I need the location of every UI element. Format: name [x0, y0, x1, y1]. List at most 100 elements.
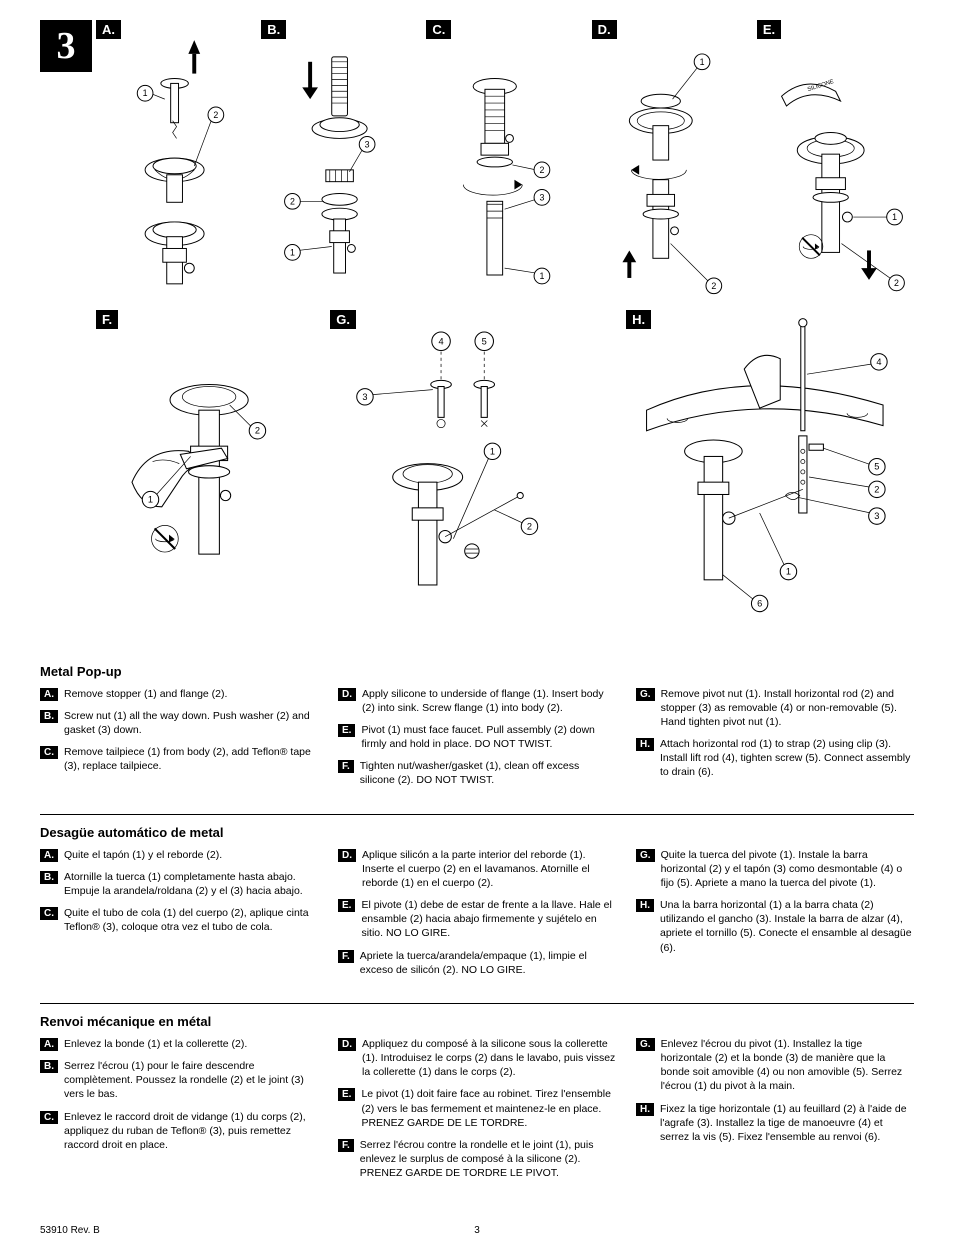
instruction-column: A. Remove stopper (1) and flange (2). B.Sc…: [40, 687, 318, 796]
instruction-step: B. Serrez l'écrou (1) pour le faire desce…: [40, 1059, 318, 1102]
instruction-step: B. Atornille la tuerca (1) completamente …: [40, 870, 318, 898]
instruction-step: E.Le pivot (1) doit faire face au robine…: [338, 1087, 616, 1130]
step-text: Enlevez le raccord droit de vidange (1) …: [64, 1110, 318, 1153]
instruction-step: D.Apply silicone to underside of flange …: [338, 687, 616, 715]
panel-label-f: F.: [96, 310, 118, 329]
step-text: Tighten nut/washer/gasket (1), clean off…: [360, 759, 616, 787]
svg-text:6: 6: [757, 599, 762, 609]
svg-text:1: 1: [892, 212, 897, 222]
instruction-step: G.Quite la tuerca del pivote (1). Instal…: [636, 848, 914, 891]
instruction-step: F.Apriete la tuerca/arandela/empaque (1)…: [338, 949, 616, 977]
instruction-column: D.Aplique silicón a la parte interior de…: [338, 848, 616, 985]
step-letter: H.: [636, 1103, 654, 1116]
diagram-grid: A.: [96, 20, 914, 634]
instruction-step: E. Pivot (1) must face faucet. Pull assem…: [338, 723, 616, 751]
step-text: Pivot (1) must face faucet. Pull assembl…: [361, 723, 616, 751]
panel-label-a: A.: [96, 20, 121, 39]
svg-text:2: 2: [874, 484, 879, 494]
step-text: Serrez l'écrou (1) pour le faire descend…: [64, 1059, 318, 1102]
lang-section: Metal Pop-upA.Remove stopper (1) and fla…: [40, 654, 914, 796]
instruction-step: H.Fixez la tige horizontale (1) au feuil…: [636, 1102, 914, 1145]
step-letter: A.: [40, 688, 58, 701]
instruction-step: C. Enlevez le raccord droit de vidange (1…: [40, 1110, 318, 1153]
instruction-step: B.Screw nut (1) all the way down. Push w…: [40, 709, 318, 737]
instruction-columns: A. Remove stopper (1) and flange (2). B.Sc…: [40, 687, 914, 796]
svg-text:1: 1: [699, 57, 704, 67]
step-text: Una la barra horizontal (1) a la barra c…: [660, 898, 914, 955]
panel-a: A.: [96, 20, 253, 300]
step-letter: C.: [40, 1111, 58, 1124]
panel-label-h: H.: [626, 310, 651, 329]
step-text: Attach horizontal rod (1) to strap (2) u…: [660, 737, 914, 780]
step-text: Quite el tubo de cola (1) del cuerpo (2)…: [64, 906, 318, 934]
step-letter: A.: [40, 849, 58, 862]
step-text: Enlevez la bonde (1) et la collerette (2…: [64, 1037, 247, 1051]
section-title: Renvoi mécanique en métal: [40, 1014, 914, 1029]
step-letter: B.: [40, 871, 58, 884]
step-letter: H.: [636, 899, 654, 912]
step-letter: D.: [338, 849, 356, 862]
instruction-column: A. Quite el tapón (1) y el reborde (2). B.…: [40, 848, 318, 985]
instruction-step: D.Aplique silicón a la parte interior de…: [338, 848, 616, 891]
panel-g: G. 4 5 3: [330, 310, 618, 623]
step-text: Remove stopper (1) and flange (2).: [64, 687, 227, 701]
footer-page-number: 3: [474, 1225, 480, 1236]
step-letter: B.: [40, 1060, 58, 1073]
step-text: Quite la tuerca del pivote (1). Instale …: [661, 848, 914, 891]
instruction-text: Metal Pop-upA.Remove stopper (1) and fla…: [40, 654, 914, 1189]
svg-text:5: 5: [482, 336, 487, 346]
step-letter: G.: [636, 688, 655, 701]
section-title: Desagüe automático de metal: [40, 825, 914, 840]
instruction-column: D.Appliquez du composé à la silicone sou…: [338, 1037, 616, 1189]
svg-text:3: 3: [363, 392, 368, 402]
instruction-step: G.Enlevez l'écrou du pivot (1). Installe…: [636, 1037, 914, 1094]
step-letter: A.: [40, 1038, 58, 1051]
step-number: 3: [40, 20, 92, 72]
step-letter: D.: [338, 688, 356, 701]
panel-c: C. 2: [426, 20, 583, 300]
svg-text:2: 2: [290, 196, 295, 206]
step-letter: B.: [40, 710, 58, 723]
instruction-columns: A. Enlevez la bonde (1) et la collerette …: [40, 1037, 914, 1189]
panel-label-e: E.: [757, 20, 781, 39]
svg-text:2: 2: [255, 426, 260, 436]
svg-text:2: 2: [540, 165, 545, 175]
instruction-step: F. Tighten nut/washer/gasket (1), clean o…: [338, 759, 616, 787]
instruction-step: E. El pivote (1) debe de estar de frente …: [338, 898, 616, 941]
panel-h: H.: [626, 310, 914, 623]
step-letter: F.: [338, 760, 354, 773]
svg-text:2: 2: [213, 110, 218, 120]
instruction-step: H. Una la barra horizontal (1) a la barra…: [636, 898, 914, 955]
step-letter: F.: [338, 1139, 354, 1152]
step-text: El pivote (1) debe de estar de frente a …: [361, 898, 616, 941]
svg-text:1: 1: [786, 567, 791, 577]
step-letter: E.: [338, 1088, 355, 1101]
step-text: Appliquez du composé à la silicone sous …: [362, 1037, 616, 1080]
instruction-step: C. Remove tailpiece (1) from body (2), ad…: [40, 745, 318, 773]
step-letter: C.: [40, 907, 58, 920]
step-letter: G.: [636, 1038, 655, 1051]
instruction-step: D.Appliquez du composé à la silicone sou…: [338, 1037, 616, 1080]
step-text: Atornille la tuerca (1) completamente ha…: [64, 870, 318, 898]
step-letter: E.: [338, 724, 355, 737]
step-letter: C.: [40, 746, 58, 759]
step-letter: H.: [636, 738, 654, 751]
svg-text:4: 4: [439, 336, 444, 346]
instruction-step: C. Quite el tubo de cola (1) del cuerpo (…: [40, 906, 318, 934]
svg-text:2: 2: [527, 521, 532, 531]
panel-d: D.: [592, 20, 749, 300]
instruction-step: A. Remove stopper (1) and flange (2).: [40, 687, 318, 701]
step-letter: F.: [338, 950, 354, 963]
svg-text:5: 5: [874, 462, 879, 472]
svg-text:3: 3: [874, 511, 879, 521]
step-letter: E.: [338, 899, 355, 912]
step-text: Remove tailpiece (1) from body (2), add …: [64, 745, 318, 773]
step-text: Quite el tapón (1) y el reborde (2).: [64, 848, 222, 862]
svg-text:1: 1: [148, 495, 153, 505]
instruction-step: F.Serrez l'écrou contre la rondelle et l…: [338, 1138, 616, 1181]
diagram-area: 3 A.: [40, 20, 914, 634]
instruction-column: G.Quite la tuerca del pivote (1). Instal…: [636, 848, 914, 985]
instruction-step: H. Attach horizontal rod (1) to strap (2)…: [636, 737, 914, 780]
svg-text:1: 1: [490, 446, 495, 456]
instruction-column: G.Remove pivot nut (1). Install horizont…: [636, 687, 914, 796]
